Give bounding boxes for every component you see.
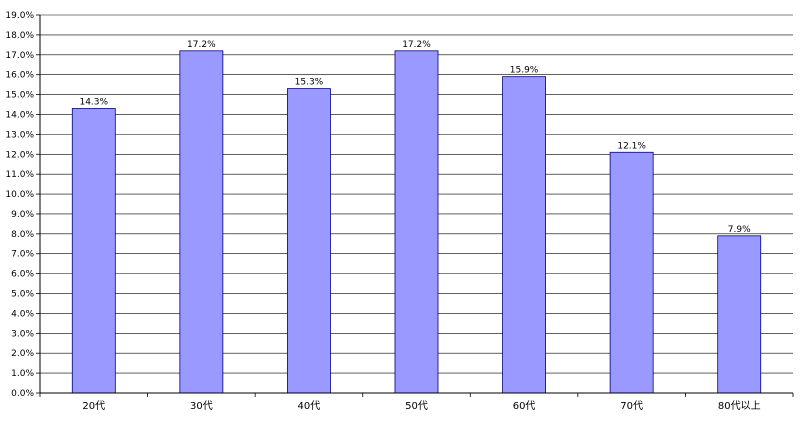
y-tick-label: 12.0% bbox=[5, 150, 34, 160]
y-tick-label: 6.0% bbox=[11, 270, 34, 280]
y-tick-label: 1.0% bbox=[11, 369, 34, 379]
y-tick-label: 8.0% bbox=[11, 230, 34, 240]
y-tick-label: 15.0% bbox=[5, 91, 34, 101]
y-tick-label: 11.0% bbox=[5, 170, 34, 180]
data-label: 15.9% bbox=[510, 66, 539, 76]
bar bbox=[717, 235, 762, 394]
y-tick-label: 5.0% bbox=[11, 290, 34, 300]
bar bbox=[287, 88, 331, 394]
x-category-label: 40代 bbox=[298, 400, 321, 412]
data-label: 15.3% bbox=[295, 78, 324, 88]
y-tick-label: 9.0% bbox=[11, 210, 34, 220]
data-label: 17.2% bbox=[402, 40, 431, 50]
y-tick-label: 18.0% bbox=[5, 31, 34, 41]
x-axis-labels: 20代 30代 40代 50代 60代 70代 80代以上 bbox=[82, 400, 760, 412]
x-category-label: 70代 bbox=[620, 400, 643, 412]
y-tick-label: 7.0% bbox=[11, 250, 34, 260]
y-axis-ticks: 0.0% 1.0% 2.0% 3.0% 4.0% 5.0% 6.0% 7.0% 8.0% 9.0%… bbox=[5, 11, 40, 399]
bar bbox=[394, 50, 439, 394]
y-tick-label: 17.0% bbox=[5, 51, 34, 61]
x-category-label: 50代 bbox=[405, 400, 428, 412]
data-label: 14.3% bbox=[79, 98, 108, 108]
y-tick-label: 19.0% bbox=[5, 11, 34, 21]
x-category-label: 20代 bbox=[82, 400, 105, 412]
bar bbox=[179, 50, 224, 394]
data-label: 17.2% bbox=[187, 40, 216, 50]
y-tick-label: 13.0% bbox=[5, 130, 34, 140]
x-category-label: 80代以上 bbox=[718, 400, 761, 412]
x-category-label: 30代 bbox=[190, 400, 213, 412]
bar bbox=[502, 76, 546, 394]
bars bbox=[71, 50, 762, 394]
y-tick-label: 0.0% bbox=[11, 389, 34, 399]
data-label: 12.1% bbox=[617, 141, 646, 151]
y-tick-label: 2.0% bbox=[11, 349, 34, 359]
y-tick-label: 16.0% bbox=[5, 71, 34, 81]
y-tick-label: 4.0% bbox=[11, 309, 34, 319]
y-tick-label: 14.0% bbox=[5, 110, 34, 120]
data-labels: 14.3% 17.2% 15.3% 17.2% 15.9% 12.1% 7.9% bbox=[79, 40, 751, 235]
bar bbox=[71, 108, 116, 394]
x-category-label: 60代 bbox=[513, 400, 536, 412]
bar bbox=[609, 151, 654, 394]
y-tick-label: 10.0% bbox=[5, 190, 34, 200]
axes bbox=[39, 15, 794, 397]
y-tick-label: 3.0% bbox=[11, 329, 34, 339]
data-label: 7.9% bbox=[728, 225, 751, 235]
